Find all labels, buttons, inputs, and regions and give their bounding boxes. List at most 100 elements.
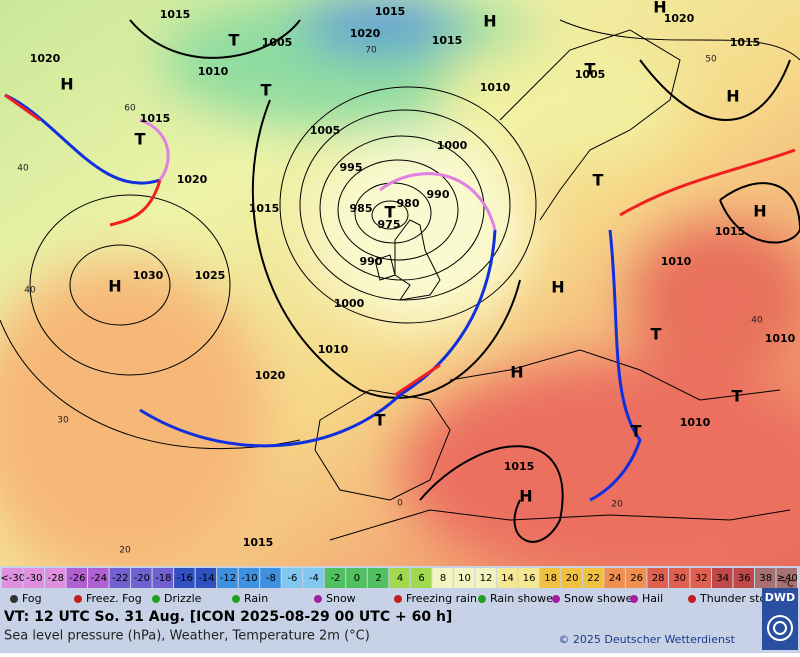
grid-label: 20 <box>611 500 623 510</box>
color-cell <box>174 568 195 588</box>
color-cell <box>711 568 733 588</box>
pressure-center: H <box>60 75 73 94</box>
color-cell <box>109 568 131 588</box>
color-cell <box>131 568 152 588</box>
grid-label: 40 <box>751 316 763 326</box>
legend-label: Snow shower <box>564 592 637 605</box>
colorbar-label: -20 <box>134 573 150 584</box>
colorbar-label: 0 <box>354 573 360 584</box>
color-cell <box>195 568 217 588</box>
colorbar-label: 4 <box>397 573 403 584</box>
grid-label: 30 <box>57 416 69 426</box>
legend-icon <box>152 595 160 603</box>
color-cell <box>45 568 66 588</box>
isobar-label: 990 <box>427 188 450 201</box>
legend-icon <box>232 595 240 603</box>
colorbar-label: 16 <box>523 573 536 584</box>
pressure-center: T <box>261 81 272 100</box>
legend-label: Freezing rain <box>406 592 477 605</box>
color-cell <box>432 568 453 588</box>
grid-label: 50 <box>705 55 717 65</box>
coastlines <box>314 29 791 541</box>
pressure-center: T <box>375 411 386 430</box>
colorbar-label: 22 <box>587 573 600 584</box>
color-cell <box>496 568 518 588</box>
colorbar-label: 26 <box>630 573 643 584</box>
grid-label: 20 <box>119 546 131 556</box>
legend-label: Thunder storm <box>699 592 781 605</box>
color-cell <box>324 568 346 588</box>
isobar-label: 1015 <box>243 536 274 549</box>
isobar-label: 1005 <box>310 124 341 137</box>
isobar-label: 1010 <box>765 332 796 345</box>
colorbar-label: -2 <box>330 573 340 584</box>
color-cell <box>281 568 303 588</box>
colorbar-label: -10 <box>241 573 257 584</box>
color-cell <box>625 568 647 588</box>
legend-label: Freez. Fog <box>86 592 142 605</box>
grid-label: 40 <box>24 286 36 296</box>
color-cell <box>453 568 475 588</box>
pressure-center: T <box>593 171 604 190</box>
isobar-label: 1025 <box>195 269 226 282</box>
color-cell <box>668 568 690 588</box>
colorbar-label: -12 <box>220 573 236 584</box>
isobar-label: 1020 <box>255 369 286 382</box>
legend-label: Fog <box>22 592 42 605</box>
color-cell <box>238 568 260 588</box>
colorbar-label: ≥40 <box>777 573 798 584</box>
pressure-center: T <box>631 422 642 441</box>
isobar-label: 1020 <box>664 12 695 25</box>
isobar-label: 1000 <box>437 139 468 152</box>
color-cell <box>389 568 410 588</box>
pressure-center: T <box>135 130 146 149</box>
colorbar-label: 30 <box>673 573 686 584</box>
color-cell <box>561 568 582 588</box>
isobar-label: 1020 <box>350 27 381 40</box>
isobar-label: 1010 <box>318 343 349 356</box>
colorbar-label: 28 <box>652 573 665 584</box>
colorbar-label: -26 <box>69 573 85 584</box>
isobar-label: 1005 <box>262 36 293 49</box>
colorbar-label: 6 <box>418 573 424 584</box>
isobar-label: 1010 <box>661 255 692 268</box>
colorbar-label: 18 <box>544 573 557 584</box>
pressure-center: T <box>385 203 396 222</box>
colorbar-label: 2 <box>375 573 381 584</box>
map-background <box>0 0 800 580</box>
colorbar-label: 20 <box>566 573 579 584</box>
legend-icon <box>688 595 696 603</box>
isobar-label: 1010 <box>680 416 711 429</box>
isobar-label: 1010 <box>198 65 229 78</box>
colorbar-label: -30 <box>26 573 42 584</box>
colorbar-label: 14 <box>501 573 514 584</box>
isobar-label: 1020 <box>30 52 61 65</box>
colorbar-label: -28 <box>48 573 64 584</box>
isobar-label: 1000 <box>334 297 365 310</box>
color-cell <box>733 568 754 588</box>
pressure-center: H <box>483 12 496 31</box>
color-cell <box>518 568 539 588</box>
colorbar-label: -6 <box>287 573 297 584</box>
color-cell <box>88 568 109 588</box>
isobar-label: 990 <box>360 255 383 268</box>
logo-text: DWD <box>765 591 795 604</box>
color-cell <box>2 568 23 588</box>
color-cell <box>754 568 776 588</box>
legend-icon <box>314 595 322 603</box>
colorbar-label: -16 <box>177 573 193 584</box>
isobar-label: 980 <box>397 197 420 210</box>
color-cell <box>303 568 324 588</box>
isobar-label: 1015 <box>375 5 406 18</box>
color-cell <box>582 568 604 588</box>
grid-label: 60 <box>124 104 136 114</box>
isobar-label: 1010 <box>480 81 511 94</box>
isobar-label: 1005 <box>575 68 606 81</box>
legend-icon <box>630 595 638 603</box>
colorbar-label: 32 <box>695 573 708 584</box>
colorbar-label: 34 <box>716 573 729 584</box>
color-cell <box>539 568 561 588</box>
valid-time: VT: 12 UTC So. 31 Aug. [ICON 2025-08-29 … <box>4 609 452 625</box>
colorbar-label: -24 <box>91 573 107 584</box>
